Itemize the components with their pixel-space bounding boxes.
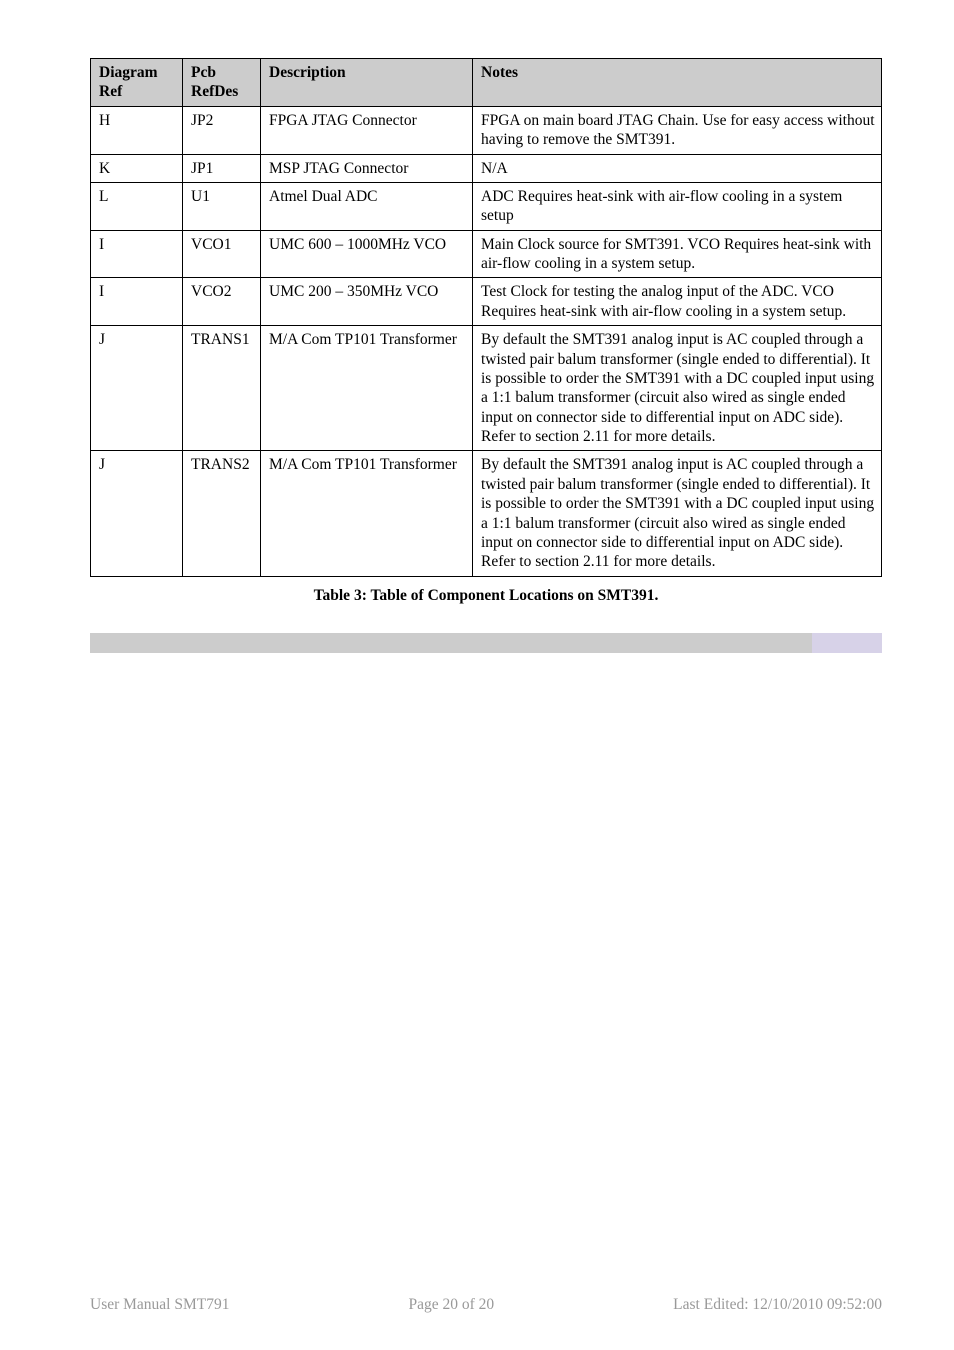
cell-pcb: VCO1 — [183, 230, 261, 278]
cell-diagram: J — [91, 451, 183, 576]
cell-diagram: K — [91, 154, 183, 182]
cell-notes: ADC Requires heat-sink with air-flow coo… — [473, 182, 882, 230]
table-row: KJP1MSP JTAG ConnectorN/A — [91, 154, 882, 182]
section-strip — [90, 633, 882, 653]
cell-notes: Test Clock for testing the analog input … — [473, 278, 882, 326]
table-row: JTRANS1M/A Com TP101 TransformerBy defau… — [91, 326, 882, 451]
cell-pcb: U1 — [183, 182, 261, 230]
table-row: LU1Atmel Dual ADCADC Requires heat-sink … — [91, 182, 882, 230]
table-row: HJP2FPGA JTAG ConnectorFPGA on main boar… — [91, 106, 882, 154]
header-description: Description — [261, 59, 473, 107]
table-caption: Table 3: Table of Component Locations on… — [90, 587, 882, 605]
cell-diagram: J — [91, 326, 183, 451]
table-body: HJP2FPGA JTAG ConnectorFPGA on main boar… — [91, 106, 882, 576]
cell-notes: Main Clock source for SMT391. VCO Requir… — [473, 230, 882, 278]
table-row: IVCO1UMC 600 – 1000MHz VCOMain Clock sou… — [91, 230, 882, 278]
cell-diagram: L — [91, 182, 183, 230]
page-footer: User Manual SMT791 Page 20 of 20 Last Ed… — [90, 1296, 882, 1314]
cell-notes: N/A — [473, 154, 882, 182]
cell-pcb: TRANS2 — [183, 451, 261, 576]
cell-notes: FPGA on main board JTAG Chain. Use for e… — [473, 106, 882, 154]
cell-description: M/A Com TP101 Transformer — [261, 451, 473, 576]
cell-pcb: VCO2 — [183, 278, 261, 326]
header-pcb: Pcb RefDes — [183, 59, 261, 107]
cell-notes: By default the SMT391 analog input is AC… — [473, 451, 882, 576]
table-row: JTRANS2M/A Com TP101 TransformerBy defau… — [91, 451, 882, 576]
cell-description: UMC 600 – 1000MHz VCO — [261, 230, 473, 278]
cell-description: UMC 200 – 350MHz VCO — [261, 278, 473, 326]
table-header-row: Diagram Ref Pcb RefDes Description Notes — [91, 59, 882, 107]
cell-diagram: I — [91, 278, 183, 326]
footer-left: User Manual SMT791 — [90, 1296, 230, 1314]
page: Diagram Ref Pcb RefDes Description Notes… — [0, 0, 954, 1350]
cell-diagram: I — [91, 230, 183, 278]
cell-pcb: JP1 — [183, 154, 261, 182]
header-notes: Notes — [473, 59, 882, 107]
cell-pcb: TRANS1 — [183, 326, 261, 451]
cell-description: MSP JTAG Connector — [261, 154, 473, 182]
footer-right: Last Edited: 12/10/2010 09:52:00 — [673, 1296, 882, 1314]
cell-notes: By default the SMT391 analog input is AC… — [473, 326, 882, 451]
cell-description: M/A Com TP101 Transformer — [261, 326, 473, 451]
cell-description: Atmel Dual ADC — [261, 182, 473, 230]
cell-description: FPGA JTAG Connector — [261, 106, 473, 154]
table-row: IVCO2UMC 200 – 350MHz VCOTest Clock for … — [91, 278, 882, 326]
component-table: Diagram Ref Pcb RefDes Description Notes… — [90, 58, 882, 577]
footer-center: Page 20 of 20 — [409, 1296, 495, 1314]
header-diagram: Diagram Ref — [91, 59, 183, 107]
cell-diagram: H — [91, 106, 183, 154]
cell-pcb: JP2 — [183, 106, 261, 154]
